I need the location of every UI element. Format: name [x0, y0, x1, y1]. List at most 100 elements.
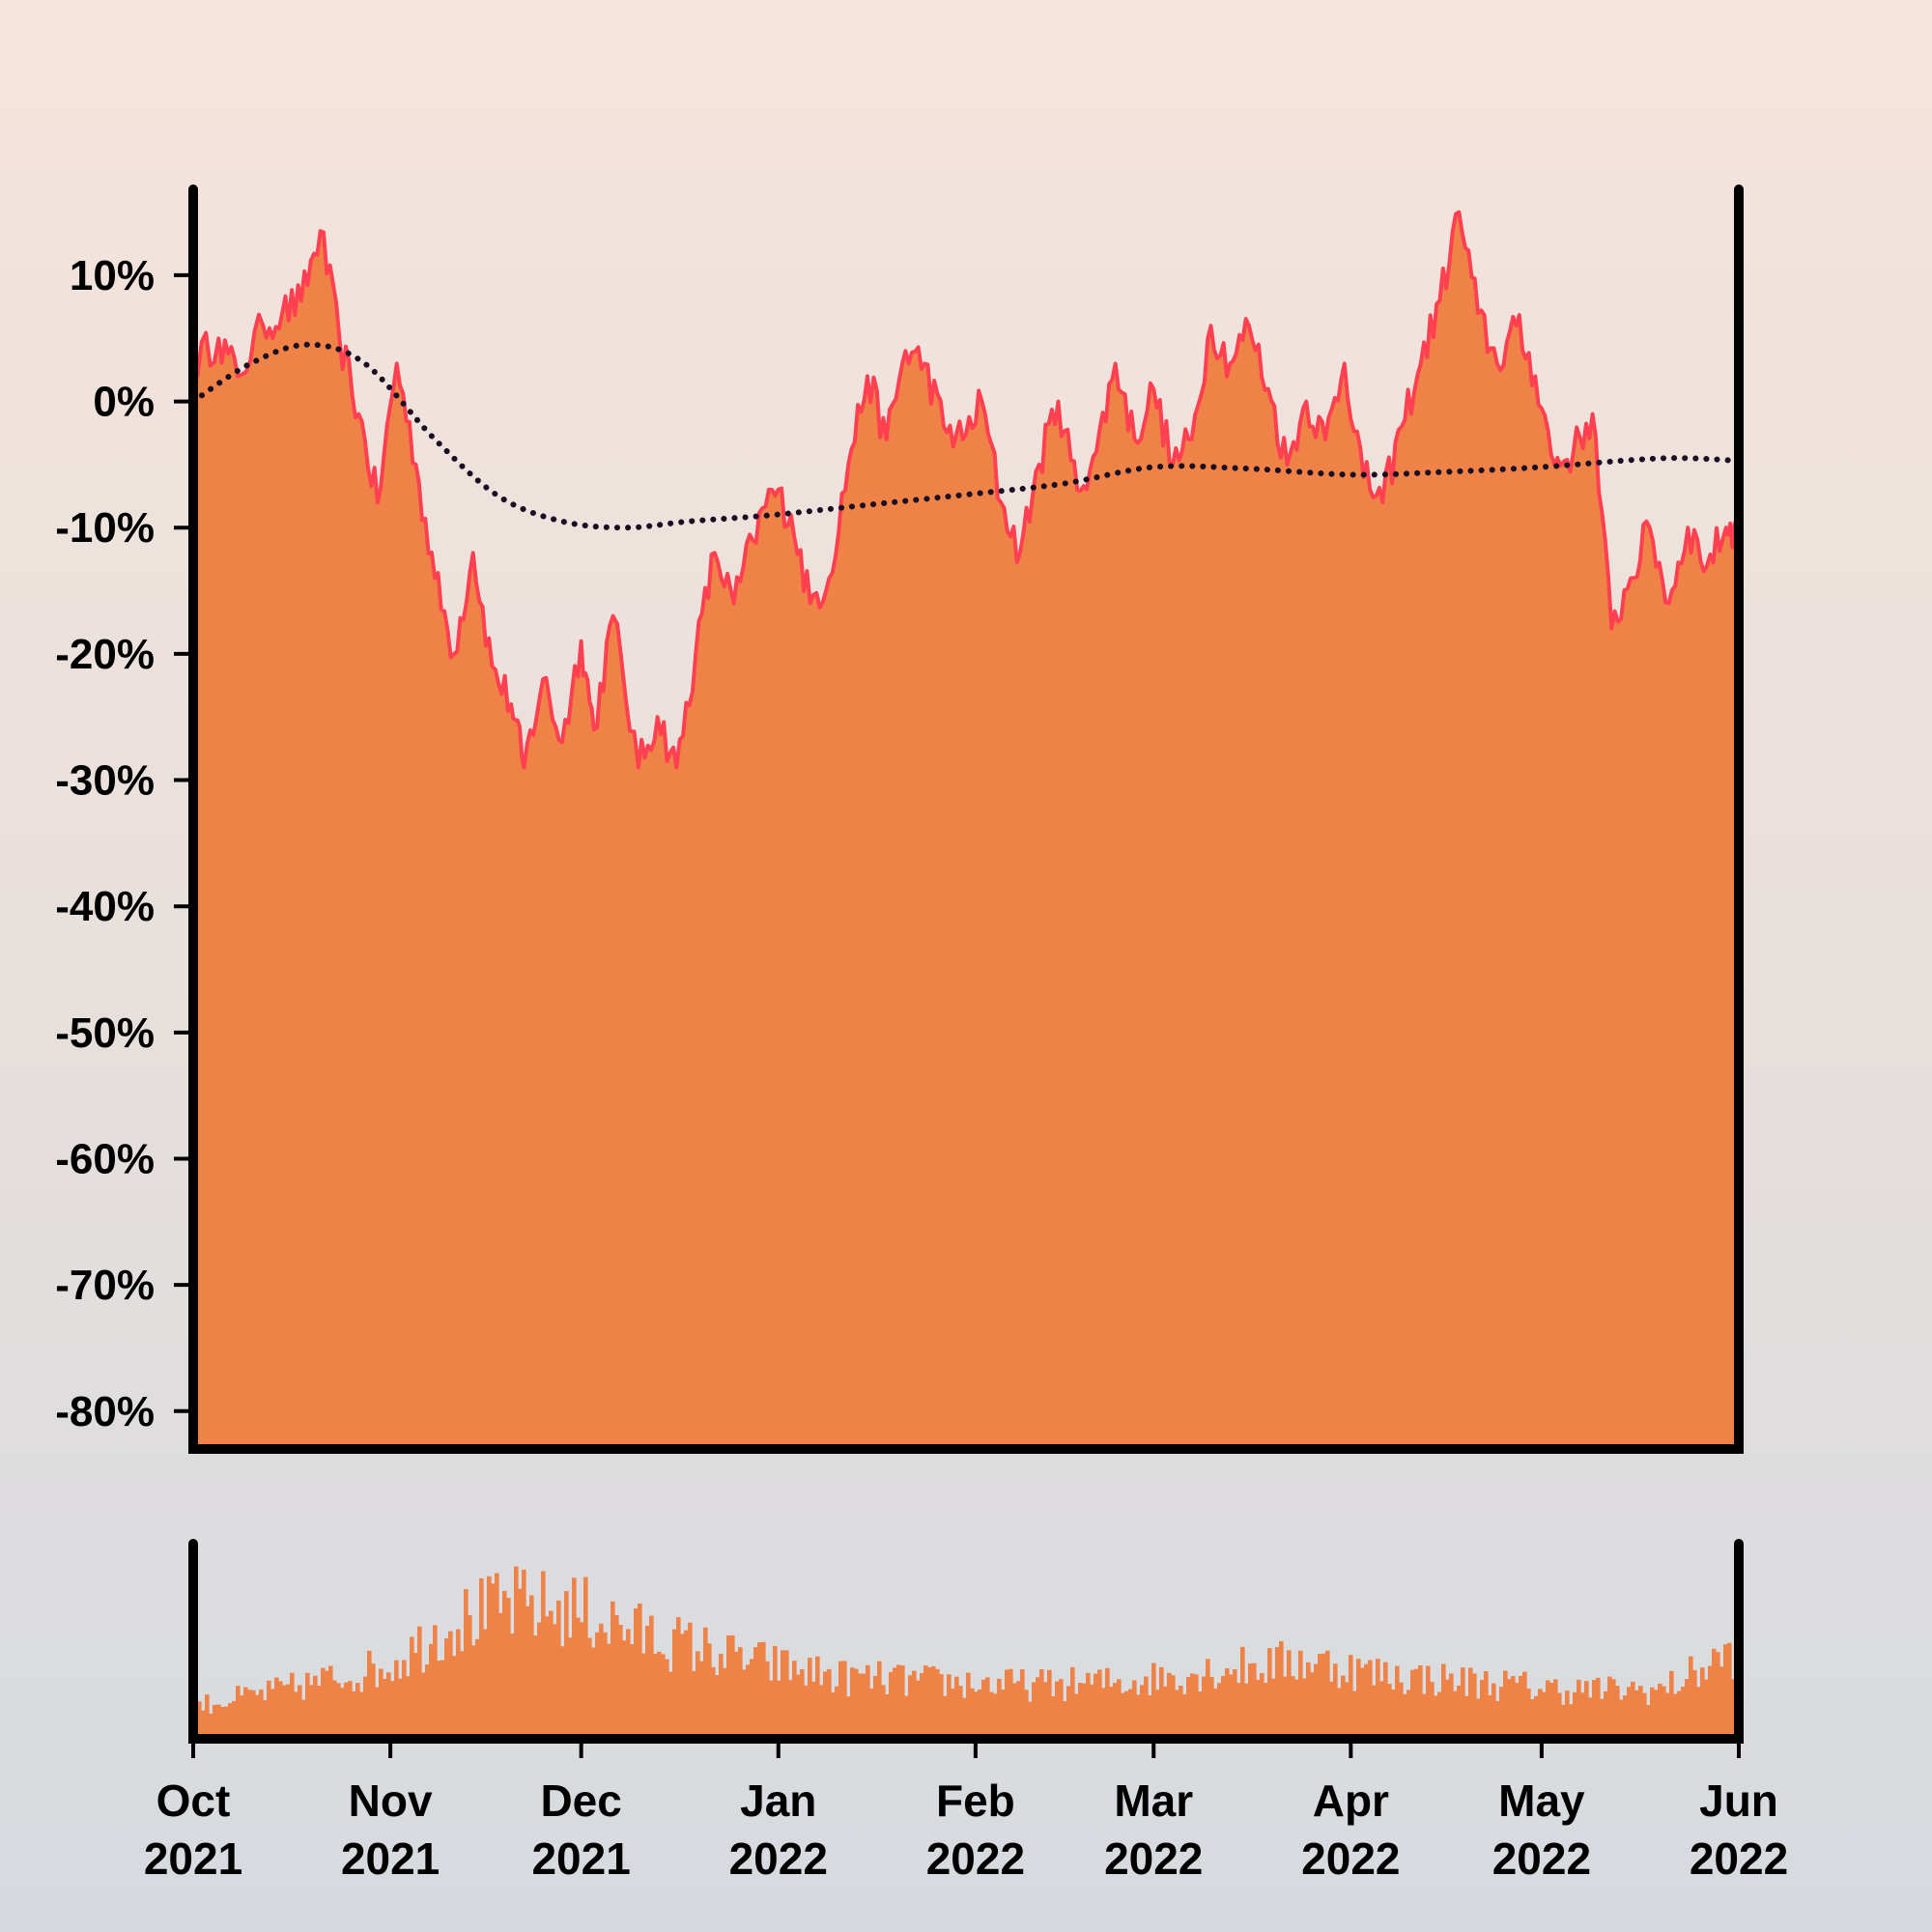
volume-bar: [1376, 1659, 1380, 1739]
volume-bar: [916, 1680, 921, 1739]
volume-bar: [1515, 1683, 1520, 1739]
volume-bar: [1294, 1679, 1299, 1739]
volume-bar: [263, 1700, 268, 1739]
volume-bar: [1090, 1684, 1094, 1739]
volume-bar: [1534, 1695, 1539, 1739]
volume-bar: [877, 1661, 882, 1739]
volume-bar: [379, 1668, 384, 1739]
volume-bar: [232, 1700, 237, 1739]
volume-bar: [773, 1645, 778, 1739]
volume-bar: [1662, 1686, 1666, 1739]
volume-bar: [413, 1653, 418, 1739]
volume-bar: [811, 1681, 816, 1739]
volume-bar: [1577, 1679, 1581, 1739]
volume-bar: [1731, 1679, 1736, 1739]
volume-bar: [1136, 1694, 1141, 1739]
volume-bar: [270, 1689, 275, 1739]
volume-bar: [282, 1685, 287, 1739]
volume-bar: [835, 1686, 839, 1739]
volume-bar: [1484, 1671, 1489, 1739]
volume-bar: [437, 1661, 441, 1739]
volume-bar: [255, 1694, 260, 1739]
volume-bar: [1298, 1650, 1303, 1739]
volume-bar: [406, 1676, 411, 1739]
volume-bar: [417, 1626, 422, 1739]
volume-bar: [1229, 1674, 1234, 1739]
volume-bar: [433, 1625, 438, 1739]
volume-bar: [456, 1629, 461, 1739]
volume-bar: [1650, 1687, 1655, 1739]
volume-bar: [1318, 1654, 1322, 1739]
volume-bar: [595, 1632, 600, 1739]
price-change-chart: 10% 0% -10% -20% -30% -40% -50% -60% -70% -80%: [55, 185, 1744, 1454]
volume-bar: [1634, 1690, 1639, 1739]
volume-bar: [483, 1629, 488, 1739]
volume-bar: [1631, 1681, 1635, 1739]
y-tick-label: -20%: [55, 631, 155, 678]
volume-bar: [328, 1665, 333, 1739]
volume-bar: [1692, 1669, 1697, 1739]
volume-bar: [618, 1625, 623, 1739]
volume-bar: [1457, 1686, 1462, 1739]
volume-bar: [468, 1615, 472, 1739]
volume-bar: [487, 1576, 492, 1739]
volume-bar: [1012, 1683, 1017, 1739]
volume-bar: [197, 1701, 202, 1739]
volume-bar: [1434, 1695, 1438, 1739]
volume-bar: [1020, 1669, 1025, 1739]
volume-bar: [784, 1650, 789, 1739]
volume-bar: [777, 1680, 781, 1739]
volume-bar: [1573, 1691, 1577, 1739]
volume-bar: [224, 1706, 229, 1739]
volume-bar: [301, 1699, 306, 1739]
volume-bar: [1240, 1646, 1245, 1739]
volume-bar: [792, 1661, 797, 1739]
volume-bar: [688, 1622, 693, 1739]
volume-bar: [1638, 1686, 1643, 1739]
volume-bar: [1032, 1682, 1037, 1739]
volume-bar: [1511, 1676, 1516, 1739]
volume-bar: [1619, 1699, 1624, 1739]
volume-bar: [1117, 1679, 1122, 1739]
volume-bar: [1592, 1680, 1597, 1739]
volume-bar: [1175, 1690, 1179, 1739]
volume-bar: [912, 1670, 917, 1739]
volume-bar: [1546, 1680, 1550, 1739]
volume-bar: [715, 1675, 720, 1739]
volume-bar: [1441, 1663, 1446, 1739]
volume-bar: [1167, 1672, 1172, 1739]
volume-bar: [1387, 1684, 1392, 1739]
volume-bar: [1186, 1676, 1191, 1739]
volume-bar: [1379, 1681, 1384, 1739]
volume-bar: [1144, 1676, 1149, 1739]
volume-bar: [479, 1577, 484, 1739]
volume-bar: [707, 1643, 712, 1739]
volume-bar: [1059, 1679, 1064, 1739]
volume-bar: [804, 1685, 809, 1739]
volume-bar: [1283, 1676, 1288, 1739]
volume-bar: [1329, 1681, 1334, 1739]
volume-bar: [1271, 1678, 1276, 1739]
volume-bar: [332, 1680, 337, 1739]
volume-bar: [676, 1617, 681, 1739]
volume-bar: [495, 1573, 499, 1739]
volume-bar: [978, 1689, 982, 1739]
volume-bar: [696, 1651, 700, 1739]
volume-bar: [1043, 1682, 1048, 1739]
volume-bar: [1302, 1678, 1307, 1739]
volume-bar: [491, 1583, 496, 1739]
volume-bar: [1696, 1687, 1701, 1739]
volume-bar: [1391, 1690, 1396, 1739]
volume-bar: [993, 1693, 998, 1739]
y-tick-label: -10%: [55, 504, 155, 552]
volume-bar: [1132, 1680, 1137, 1739]
volume-bar: [970, 1688, 975, 1739]
x-tick-month: Jun: [1699, 1776, 1778, 1826]
volume-bar: [371, 1663, 376, 1739]
volume-bar: [1194, 1674, 1199, 1739]
volume-bar: [626, 1629, 631, 1739]
volume-bar: [920, 1673, 924, 1739]
volume-bar: [541, 1571, 546, 1739]
volume-bar: [1549, 1683, 1554, 1739]
volume-bar: [1422, 1693, 1427, 1739]
